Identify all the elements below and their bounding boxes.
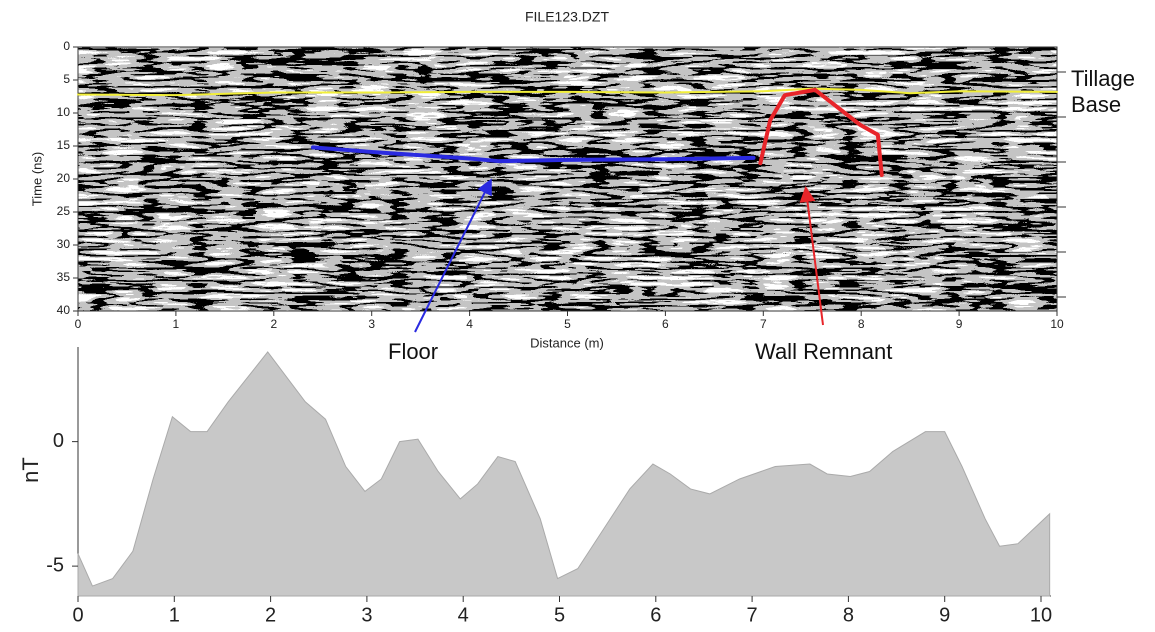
x-tick-label: 10 (1050, 317, 1064, 331)
y-tick-label: -5 (46, 554, 64, 576)
x-tick-label: 2 (265, 604, 276, 626)
chart-title: FILE123.DZT (525, 9, 609, 25)
x-tick-label: 5 (554, 604, 565, 626)
x-tick-label: 8 (843, 604, 854, 626)
x-tick-label: 3 (368, 317, 375, 331)
annotation: Tillage Base (1071, 66, 1135, 117)
interpretation-line (77, 87, 1058, 97)
x-tick-label: 1 (169, 604, 180, 626)
y-tick-label: 5 (63, 72, 70, 86)
wall-arrow (799, 186, 824, 326)
y-tick-label: 35 (57, 270, 71, 284)
x-tick-label: 7 (760, 317, 767, 331)
y-tick-label: 10 (57, 105, 71, 119)
y-tick-label: 0 (63, 39, 70, 53)
x-tick-label: 6 (650, 604, 661, 626)
x-tick-label: 0 (72, 604, 83, 626)
y-axis-label: nT (18, 457, 43, 483)
x-axis-label: Distance (m) (530, 335, 604, 350)
x-tick-label: 0 (75, 317, 82, 331)
x-tick-label: 10 (1030, 604, 1052, 626)
x-tick-label: 3 (361, 604, 372, 626)
x-tick-label: 4 (458, 604, 469, 626)
y-tick-label: 40 (57, 303, 71, 317)
annotation: Wall Remnant (755, 339, 893, 364)
x-tick-label: 1 (173, 317, 180, 331)
y-axis-label: Time (ns) (29, 152, 44, 206)
x-tick-label: 9 (939, 604, 950, 626)
x-tick-label: 2 (270, 317, 277, 331)
floor-arrow (414, 178, 492, 333)
radargram-texture (78, 47, 1057, 311)
y-tick-label: 25 (57, 204, 71, 218)
right-ticks (1057, 71, 1066, 298)
interpretation-line (758, 87, 884, 178)
x-tick-label: 9 (956, 317, 963, 331)
x-tick-label: 4 (466, 317, 473, 331)
annotation: Floor (388, 339, 439, 364)
x-tick-label: 5 (564, 317, 571, 331)
y-tick-label: 0 (53, 430, 64, 452)
y-tick-label: 20 (57, 171, 71, 185)
y-tick-label: 30 (57, 237, 71, 251)
x-tick-label: 8 (858, 317, 865, 331)
x-tick-label: 7 (747, 604, 758, 626)
interpretation-line (310, 145, 756, 164)
x-tick-label: 6 (662, 317, 669, 331)
y-tick-label: 15 (57, 138, 71, 152)
area (77, 351, 1051, 597)
